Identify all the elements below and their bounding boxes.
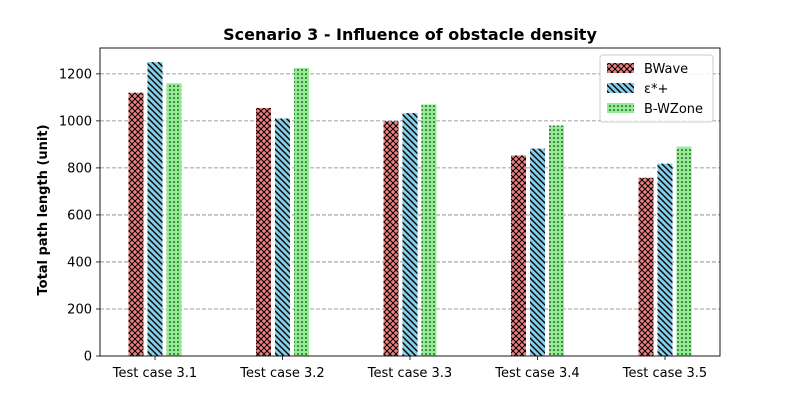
legend-label: ε*+ bbox=[644, 82, 668, 97]
tick-labels: 0 200 400 600 800 1000 1200 Test case 3.1 Test c… bbox=[59, 67, 707, 381]
legend-label: BWave bbox=[644, 62, 688, 77]
legend-swatch-dots bbox=[607, 103, 634, 113]
plot-frame bbox=[99, 47, 721, 357]
legend-swatch-diagonal bbox=[607, 83, 634, 93]
y-tick-label: 0 bbox=[84, 350, 92, 365]
legend-label: B-WZone bbox=[644, 102, 703, 117]
bar-crosshatch-4 bbox=[511, 155, 526, 356]
bar-dots-1 bbox=[166, 83, 182, 356]
x-tick-label: Test case 3.2 bbox=[239, 366, 324, 381]
y-tick-label: 1000 bbox=[59, 114, 92, 129]
axes bbox=[96, 47, 721, 360]
bar-crosshatch-3 bbox=[383, 121, 399, 356]
x-tick-label: Test case 3.3 bbox=[367, 366, 452, 381]
y-tick-label: 200 bbox=[67, 302, 92, 317]
chart-title: Scenario 3 - Influence of obstacle densi… bbox=[223, 25, 597, 44]
bar-crosshatch-2 bbox=[256, 107, 271, 357]
y-tick-label: 600 bbox=[67, 208, 92, 223]
bar-dots-2 bbox=[294, 67, 309, 356]
legend-swatch-crosshatch bbox=[607, 63, 634, 73]
bar-dots-3 bbox=[421, 104, 437, 356]
y-tick-label: 800 bbox=[67, 161, 92, 176]
x-tick-label: Test case 3.1 bbox=[112, 366, 197, 381]
bar-diagonal-5 bbox=[657, 163, 673, 356]
y-tick-label: 1200 bbox=[59, 67, 92, 82]
y-tick-label: 400 bbox=[67, 255, 92, 270]
bars bbox=[128, 62, 692, 357]
bar-diagonal-1 bbox=[147, 62, 163, 356]
bar-crosshatch-5 bbox=[638, 177, 654, 356]
x-tick-label: Test case 3.5 bbox=[622, 366, 707, 381]
y-axis-label: Total path length (unit) bbox=[36, 124, 51, 295]
bar-diagonal-4 bbox=[530, 148, 545, 356]
bar-dots-4 bbox=[549, 125, 564, 356]
legend: BWave ε*+ B-WZone bbox=[599, 54, 714, 123]
bar-crosshatch-1 bbox=[128, 92, 144, 356]
bar-diagonal-2 bbox=[275, 118, 290, 356]
x-tick-label: Test case 3.4 bbox=[494, 366, 579, 381]
bar-dots-5 bbox=[676, 146, 692, 356]
bar-diagonal-3 bbox=[402, 113, 418, 357]
